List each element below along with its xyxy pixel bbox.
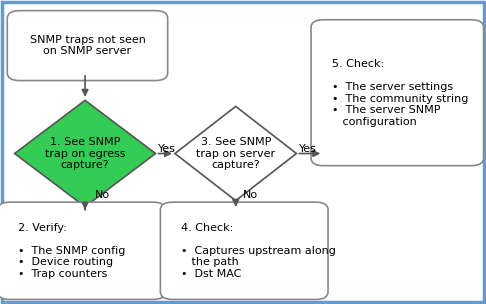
Text: No: No (95, 190, 110, 200)
Text: 3. See SNMP
trap on server
capture?: 3. See SNMP trap on server capture? (196, 137, 275, 170)
FancyBboxPatch shape (311, 20, 484, 166)
Text: 5. Check:

•  The server settings
•  The community string
•  The server SNMP
   : 5. Check: • The server settings • The co… (332, 59, 469, 127)
Text: 1. See SNMP
trap on egress
capture?: 1. See SNMP trap on egress capture? (45, 137, 125, 170)
Text: 4. Check:

•  Captures upstream along
   the path
•  Dst MAC: 4. Check: • Captures upstream along the … (181, 223, 336, 279)
Text: Yes: Yes (299, 144, 317, 154)
Polygon shape (15, 100, 156, 207)
Text: Yes: Yes (158, 144, 176, 154)
Text: 2. Verify:

•  The SNMP config
•  Device routing
•  Trap counters: 2. Verify: • The SNMP config • Device ro… (18, 223, 126, 279)
FancyBboxPatch shape (160, 202, 328, 299)
Text: SNMP traps not seen
on SNMP server: SNMP traps not seen on SNMP server (30, 35, 145, 57)
Text: No: No (243, 190, 258, 200)
FancyBboxPatch shape (0, 202, 165, 299)
Polygon shape (175, 106, 296, 201)
FancyBboxPatch shape (7, 11, 168, 81)
